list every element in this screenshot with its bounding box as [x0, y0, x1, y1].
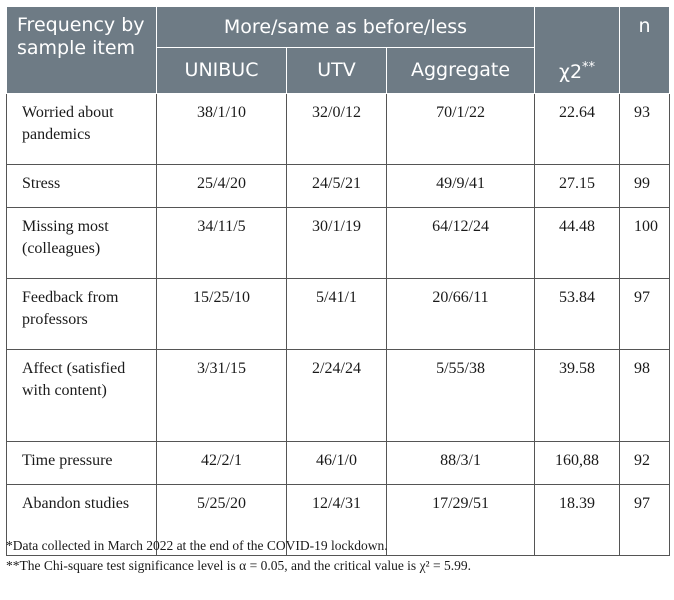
row-chi-square-cell: 53.84	[534, 278, 621, 350]
row-aggregate-cell: 49/9/41	[385, 164, 536, 208]
row-unibuc-cell: 34/11/5	[156, 207, 287, 279]
header-utv: UTV	[286, 47, 387, 94]
row-aggregate-cell: 64/12/24	[385, 207, 536, 279]
row-item-cell: Worried about pandemics	[6, 93, 157, 165]
row-chi-square-cell: 27.15	[534, 164, 621, 208]
row-aggregate-cell: 88/3/1	[385, 441, 536, 485]
row-unibuc-cell: 38/1/10	[156, 93, 287, 165]
table-row: Worried about pandemics 38/1/10 32/0/12 70/…	[6, 93, 671, 165]
table-header: Frequency by sample item More/same as be…	[6, 6, 671, 94]
row-item-cell: Feedback from professors	[6, 278, 157, 350]
row-unibuc-cell: 25/4/20	[156, 164, 287, 208]
row-aggregate-cell: 20/66/11	[385, 278, 536, 350]
table-row: Time pressure 42/2/1 46/1/0 88/3/1 160,88 92	[6, 441, 671, 485]
row-n-cell: 93	[619, 93, 671, 165]
row-unibuc-cell: 42/2/1	[156, 441, 287, 485]
row-utv-cell: 24/5/21	[286, 164, 387, 208]
row-n-cell: 99	[619, 164, 671, 208]
row-chi-square-cell: 160,88	[534, 441, 621, 485]
row-aggregate-cell: 70/1/22	[385, 93, 536, 165]
row-n-cell: 97	[619, 484, 671, 556]
row-unibuc-cell: 15/25/10	[156, 278, 287, 350]
footnote-data-collection: *Data collected in March 2022 at the end…	[6, 538, 388, 553]
row-utv-cell: 30/1/19	[286, 207, 387, 279]
row-n-cell: 92	[619, 441, 671, 485]
row-utv-cell: 2/24/24	[286, 349, 387, 442]
table-row: Feedback from professors 15/25/10 5/41/1 20…	[6, 278, 671, 350]
row-utv-cell: 32/0/12	[286, 93, 387, 165]
row-item-cell: Missing most (colleagues)	[6, 207, 157, 279]
row-unibuc-cell: 3/31/15	[156, 349, 287, 442]
table-row: Affect (satisfied with content) 3/31/15 2/…	[6, 349, 671, 442]
row-n-cell: 98	[619, 349, 671, 442]
row-aggregate-cell: 17/29/51	[385, 484, 536, 556]
row-item-cell: Affect (satisfied with content)	[6, 349, 157, 442]
table-body: Worried about pandemics 38/1/10 32/0/12 70/…	[6, 93, 671, 556]
row-chi-square-cell: 39.58	[534, 349, 621, 442]
header-aggregate: Aggregate	[385, 47, 536, 94]
row-chi-square-cell: 22.64	[534, 93, 621, 165]
row-item-cell: Time pressure	[6, 441, 157, 485]
row-n-cell: 100	[619, 207, 671, 279]
table-row: Stress 25/4/20 24/5/21 49/9/41 27.15 99	[6, 164, 671, 208]
row-chi-square-cell: 44.48	[534, 207, 621, 279]
row-utv-cell: 46/1/0	[286, 441, 387, 485]
header-chi-square: χ2**	[534, 6, 621, 94]
row-utv-cell: 5/41/1	[286, 278, 387, 350]
footnote-chi-square: **The Chi-square test significance level…	[6, 558, 471, 573]
row-aggregate-cell: 5/55/38	[385, 349, 536, 442]
table-footnotes: *Data collected in March 2022 at the end…	[6, 536, 669, 576]
table-row: Abandon studies 5/25/20 12/4/31 17/29/51 18.…	[6, 484, 671, 556]
header-n: n	[619, 6, 671, 94]
row-n-cell: 97	[619, 278, 671, 350]
header-group: More/same as before/less	[155, 6, 536, 48]
header-item: Frequency by sample item	[6, 6, 157, 94]
data-table: Frequency by sample item More/same as be…	[6, 6, 671, 556]
header-chi-label: χ2	[558, 61, 583, 83]
header-chi-mark: **	[582, 60, 596, 75]
row-item-cell: Abandon studies	[6, 484, 157, 556]
header-unibuc: UNIBUC	[156, 47, 287, 94]
row-unibuc-cell: 5/25/20	[156, 484, 287, 556]
table-row: Missing most (colleagues) 34/11/5 30/1/19 6…	[6, 207, 671, 279]
row-item-cell: Stress	[6, 164, 157, 208]
